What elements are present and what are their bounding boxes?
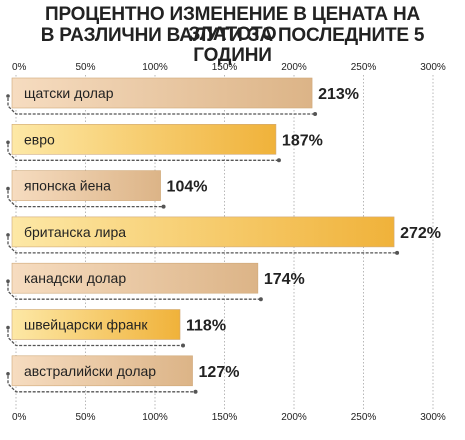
bar-base-end [181,343,186,348]
bar-base-dot [6,372,10,376]
bar-base-end [395,250,400,255]
chart-title-line-2: В РАЗЛИЧНИ ВАЛУТИ ЗА ПОСЛЕДНИТЕ 5 ГОДИНИ [40,25,425,66]
bar-base [7,283,261,300]
tick-label-bottom: 50% [75,412,95,423]
chart-title-line-1: ПРОЦЕНТНО ИЗМЕНЕНИЕ В ЦЕНАТА НА ЗЛАТОТО [45,4,420,45]
bar-category-label: швейцарски франк [24,317,148,333]
tick-label-bottom: 150% [212,412,238,423]
bar [11,77,313,109]
bar-category-label: щатски долар [24,85,114,101]
tick-label-bottom: 100% [142,412,168,423]
bar-value-label: 213% [318,86,359,103]
bar-base-end [313,112,318,116]
bar-base-dot [6,279,10,284]
bar [11,309,181,340]
bar-base-dot [6,325,10,330]
bar-base [7,190,164,208]
bar-base-dot [6,186,10,191]
bar [11,216,395,248]
tick-label-bottom: 250% [351,412,377,423]
bar-value-label: 272% [400,225,441,242]
bar-base-end [193,389,198,394]
bar-value-label: 174% [264,271,305,288]
bar [11,124,277,155]
bar-base-end [161,204,166,209]
bar-base [7,144,279,161]
bar-value-label: 104% [167,179,208,196]
bar-category-label: японска йена [24,178,111,194]
bar-base-end [258,297,263,302]
tick-label-top: 300% [420,62,446,73]
tick-label-top: 100% [142,62,168,73]
bar-base-dot [6,140,10,145]
bar [11,262,259,294]
bar-category-label: канадски долар [24,270,126,286]
tick-label-top: 250% [351,62,377,73]
bar-base [7,329,184,347]
bar-base [7,236,398,254]
bar-base-end [276,158,281,163]
tick-label-top: 150% [212,62,238,73]
tick-label-top: 200% [281,62,307,73]
bar-value-label: 118% [186,318,226,335]
bar-value-label: 127% [199,364,240,381]
bar-base-dot [6,94,10,98]
bar-category-label: британска лира [24,224,126,240]
bar-base [7,375,196,393]
tick-label-top: 50% [75,62,95,73]
bar-base [7,98,316,115]
bar-value-label: 187% [282,132,323,149]
tick-label-bottom: 0% [12,412,27,423]
bar-category-label: евро [24,131,55,147]
tick-label-bottom: 300% [420,412,446,423]
bar-base-dot [6,233,10,237]
bar [11,170,161,201]
bar [11,355,193,387]
tick-label-top: 0% [12,62,27,73]
tick-label-bottom: 200% [281,412,307,423]
bar-category-label: австралийски долар [24,363,156,379]
